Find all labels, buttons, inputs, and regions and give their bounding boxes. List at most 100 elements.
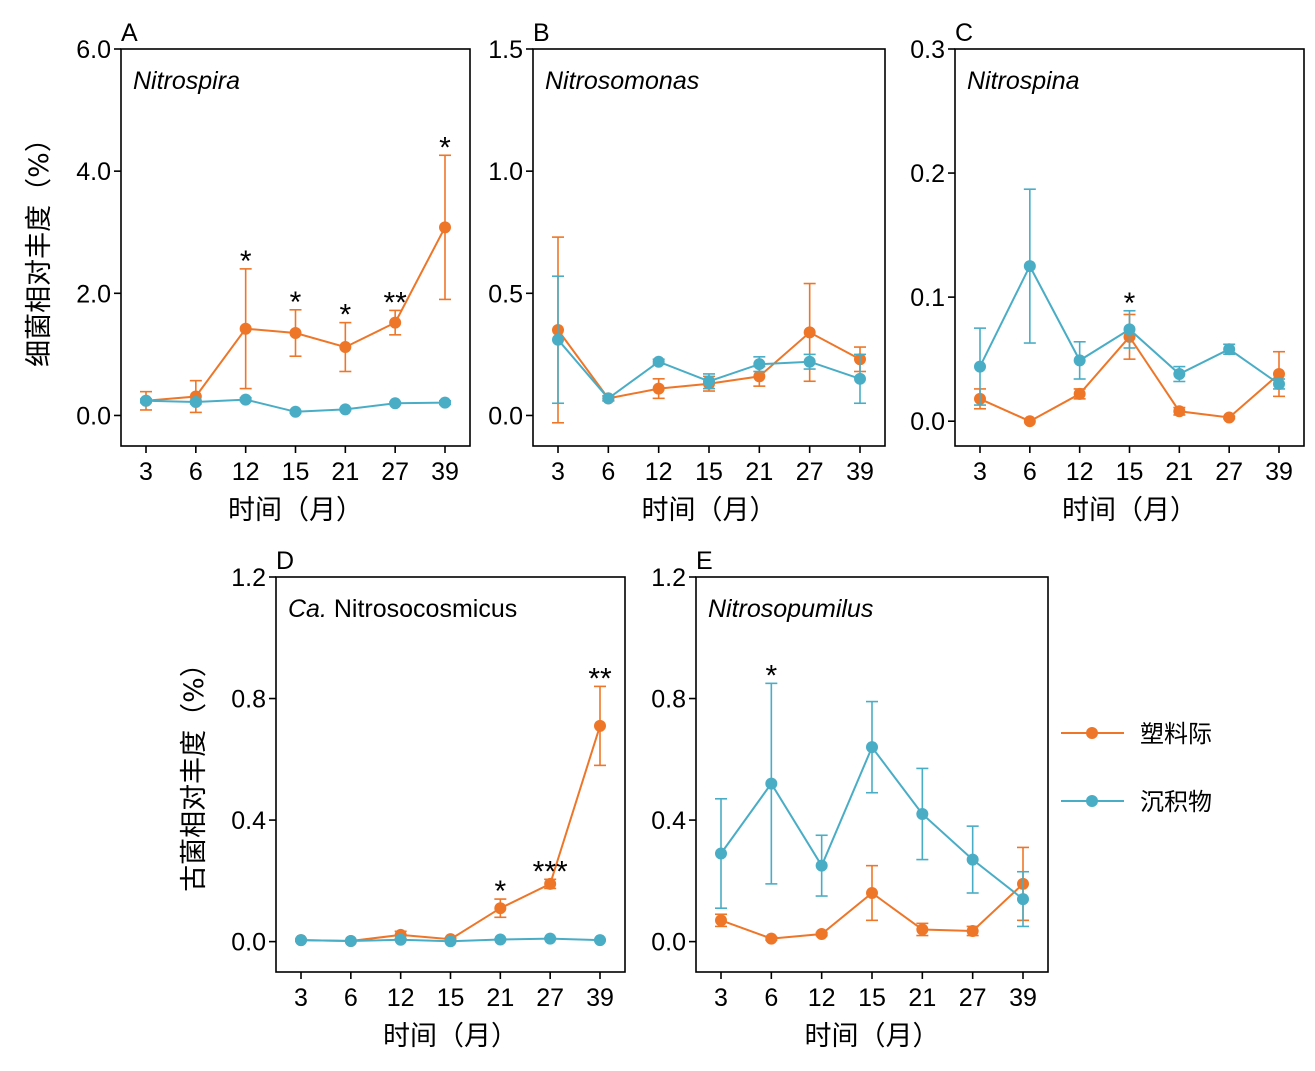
data-point xyxy=(966,924,979,937)
significance-marker: * xyxy=(339,299,351,332)
legend-marker-sediment xyxy=(1086,795,1098,807)
series-line xyxy=(300,725,601,943)
panel-label-c: C xyxy=(955,19,973,47)
x-tick-label: 39 xyxy=(586,984,614,1012)
data-point xyxy=(1173,368,1186,381)
data-point xyxy=(765,777,778,790)
x-tick-label: 21 xyxy=(908,984,936,1012)
series-sediment-e xyxy=(715,682,1029,928)
data-point xyxy=(1223,411,1236,424)
y-tick-label: 0.0 xyxy=(651,929,686,957)
data-point xyxy=(715,847,727,860)
data-point xyxy=(295,934,307,947)
panel-title-italic-d: Ca. xyxy=(288,595,327,623)
y-tick-label: 0.0 xyxy=(910,408,945,436)
data-point xyxy=(552,333,564,346)
y-tick-label: 0.3 xyxy=(910,36,945,64)
data-point xyxy=(974,360,986,373)
data-point xyxy=(815,928,828,941)
y-tick-label: 0.4 xyxy=(231,807,266,835)
data-point xyxy=(854,372,866,385)
panel-title-d: Ca. Nitrosocosmicus xyxy=(288,595,517,623)
y-tick-label: 4.0 xyxy=(76,158,111,186)
data-point xyxy=(1123,323,1136,336)
x-axis-title-d: 时间（月） xyxy=(383,1021,518,1052)
x-tick-label: 39 xyxy=(1009,984,1037,1012)
series-sediment-d xyxy=(295,932,606,948)
panel-label-b: B xyxy=(533,19,550,47)
data-point xyxy=(1017,893,1029,906)
data-point xyxy=(239,393,252,406)
y-tick-label: 0.0 xyxy=(488,402,523,430)
panel-label-d: D xyxy=(276,547,294,575)
data-point xyxy=(803,355,816,368)
data-point xyxy=(239,322,252,335)
significance-marker: * xyxy=(290,286,302,319)
data-point xyxy=(1023,415,1036,428)
data-point xyxy=(439,396,451,409)
data-point xyxy=(594,934,606,947)
series-sediment-c xyxy=(974,188,1285,406)
data-point xyxy=(715,914,727,927)
x-tick-label: 21 xyxy=(745,458,773,486)
data-point xyxy=(444,935,457,948)
significance-marker: * xyxy=(240,245,252,278)
panels-group: A Nitrospira 0.0 2.0 4.0 6.0 3 6 12 15 21 27 39 时间（月）… xyxy=(76,19,1305,1052)
x-tick-label: 15 xyxy=(437,984,465,1012)
series-plastisphere-a xyxy=(140,154,451,414)
data-point xyxy=(916,923,929,936)
y-tick-label: 0.5 xyxy=(488,280,523,308)
significance-marker: *** xyxy=(533,855,568,888)
data-point xyxy=(289,327,302,340)
legend-item-plastisphere: 塑料际 xyxy=(1061,720,1212,748)
panel-frame-c xyxy=(954,48,1305,447)
panel-title-rest-d: Nitrosocosmicus xyxy=(327,595,517,623)
panel-frame-d xyxy=(275,576,626,973)
data-point xyxy=(815,859,828,872)
panel-title-a: Nitrospira xyxy=(133,67,240,95)
data-point xyxy=(494,902,507,915)
panel-title-b: Nitrosomonas xyxy=(545,67,699,95)
x-tick-label: 27 xyxy=(959,984,987,1012)
data-point xyxy=(389,316,402,329)
data-point xyxy=(765,932,778,945)
x-tick-label: 12 xyxy=(645,458,673,486)
x-tick-label: 12 xyxy=(387,984,415,1012)
x-tick-label: 27 xyxy=(1215,458,1243,486)
y-axis-title-archaea: 古菌相对丰度（%） xyxy=(179,650,210,892)
data-point xyxy=(339,341,352,354)
y-tick-label: 0.1 xyxy=(910,284,945,312)
data-point xyxy=(866,741,878,754)
data-point xyxy=(966,853,979,866)
x-axis-title-e: 时间（月） xyxy=(805,1021,940,1052)
data-point xyxy=(544,877,557,890)
panel-title-e: Nitrosopumilus xyxy=(708,595,873,623)
data-point xyxy=(866,887,878,899)
x-tick-label: 3 xyxy=(551,458,565,486)
x-tick-label: 3 xyxy=(714,984,728,1012)
data-point xyxy=(1023,260,1036,273)
x-axis-title-a: 时间（月） xyxy=(228,495,363,526)
x-tick-label: 21 xyxy=(1165,458,1193,486)
x-tick-label: 39 xyxy=(1265,458,1293,486)
series-sediment-b xyxy=(552,275,866,405)
y-tick-label: 0.4 xyxy=(651,807,686,835)
significance-marker: * xyxy=(765,659,777,692)
data-point xyxy=(544,932,557,945)
x-tick-label: 3 xyxy=(139,458,153,486)
data-point xyxy=(189,396,202,409)
data-point xyxy=(344,935,357,948)
y-tick-label: 0.0 xyxy=(76,402,111,430)
data-point xyxy=(140,394,152,407)
x-tick-label: 15 xyxy=(1116,458,1144,486)
significance-marker: * xyxy=(439,131,451,164)
data-point xyxy=(916,808,929,820)
data-point xyxy=(439,221,451,234)
x-tick-label: 15 xyxy=(695,458,723,486)
series-sediment-a xyxy=(140,393,451,418)
y-tick-label: 1.0 xyxy=(488,158,523,186)
significance-marker: * xyxy=(494,875,506,908)
y-tick-label: 1.2 xyxy=(231,564,266,592)
series-plastisphere-b xyxy=(552,236,866,424)
